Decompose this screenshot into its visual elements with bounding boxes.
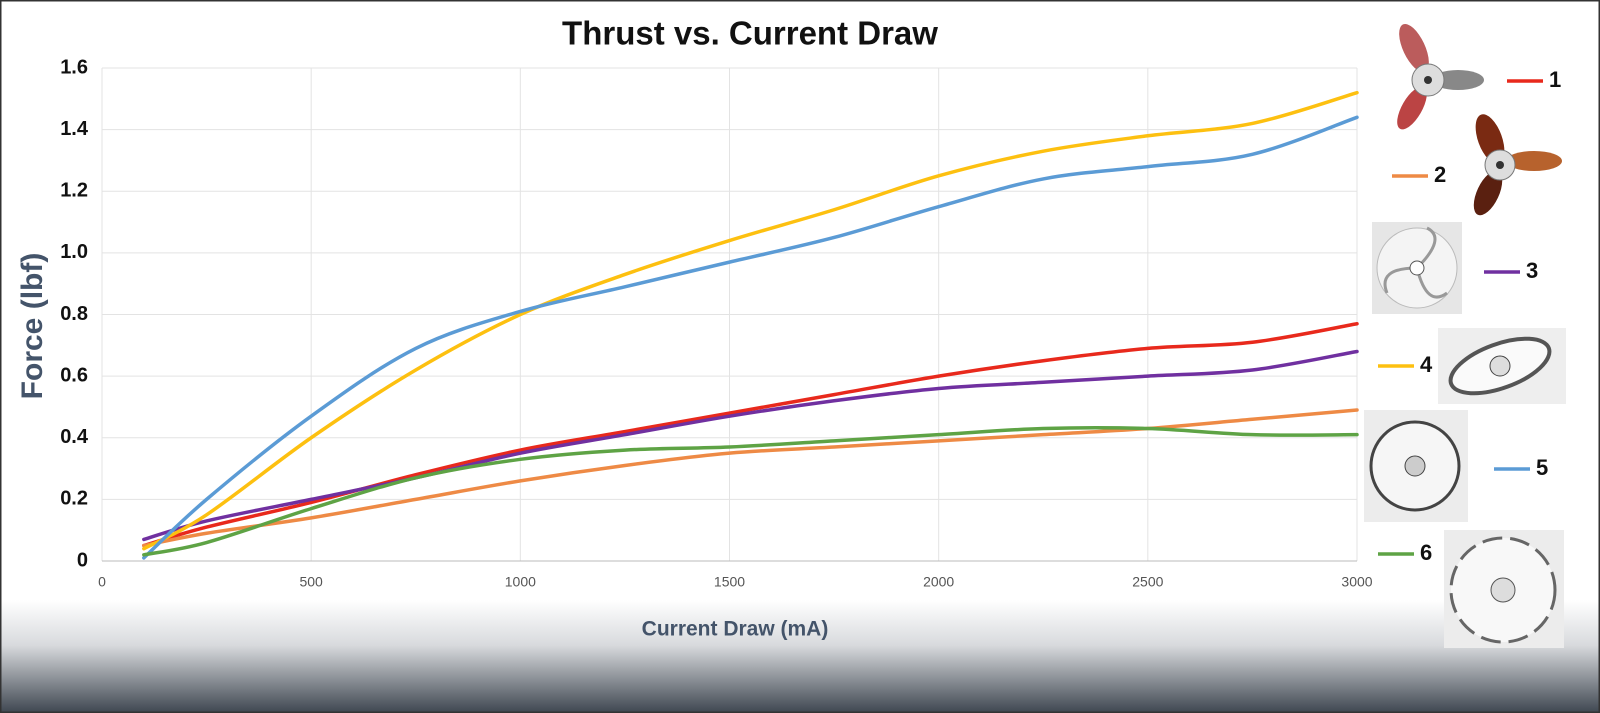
x-tick-label: 2500 xyxy=(1132,574,1163,590)
x-tick-label: 500 xyxy=(299,574,323,590)
legend-label: 6 xyxy=(1420,540,1432,565)
grid: 0 0.2 0.4 0.6 0.8 1.0 1.2 1.4 1.6 0 500 1000 1500 200… xyxy=(60,56,1373,589)
x-tick-label: 1500 xyxy=(714,574,745,590)
y-tick-label: 1.0 xyxy=(60,241,88,263)
x-tick-label: 0 xyxy=(98,574,106,590)
propeller-5 xyxy=(1364,410,1468,522)
propeller-2 xyxy=(1473,114,1562,216)
y-tick-label: 0.2 xyxy=(60,488,88,510)
x-tick-label: 1000 xyxy=(505,574,536,590)
propeller-images xyxy=(1364,23,1566,648)
y-axis-label: Force (lbf) xyxy=(16,253,49,400)
lines xyxy=(142,90,1359,560)
y-tick-label: 1.4 xyxy=(60,118,89,140)
y-tick-label: 0.6 xyxy=(60,364,88,386)
bottom-shade xyxy=(0,600,1600,713)
legend-label: 1 xyxy=(1549,67,1561,92)
legend-label: 3 xyxy=(1526,258,1538,283)
chart-title: Thrust vs. Current Draw xyxy=(562,15,938,52)
x-tick-label: 3000 xyxy=(1341,574,1372,590)
series-line xyxy=(142,349,1359,542)
y-tick-label: 0.8 xyxy=(60,303,88,325)
propeller-4 xyxy=(1438,328,1566,404)
y-tick-label: 1.2 xyxy=(60,180,88,202)
propeller-3 xyxy=(1372,222,1462,314)
y-tick-label: 0 xyxy=(77,549,88,571)
x-tick-label: 2000 xyxy=(923,574,954,590)
series-line xyxy=(142,425,1359,557)
legend-label: 5 xyxy=(1536,455,1548,480)
y-tick-label: 1.6 xyxy=(60,56,88,78)
x-axis-label: Current Draw (mA) xyxy=(642,618,829,641)
propeller-1 xyxy=(1397,23,1484,130)
y-tick-label: 0.4 xyxy=(60,426,89,448)
legend-label: 4 xyxy=(1420,352,1433,377)
series-line xyxy=(142,115,1359,560)
series-line xyxy=(142,90,1359,551)
propeller-6 xyxy=(1444,530,1564,648)
legend-label: 2 xyxy=(1434,162,1446,187)
series-line xyxy=(142,321,1359,548)
